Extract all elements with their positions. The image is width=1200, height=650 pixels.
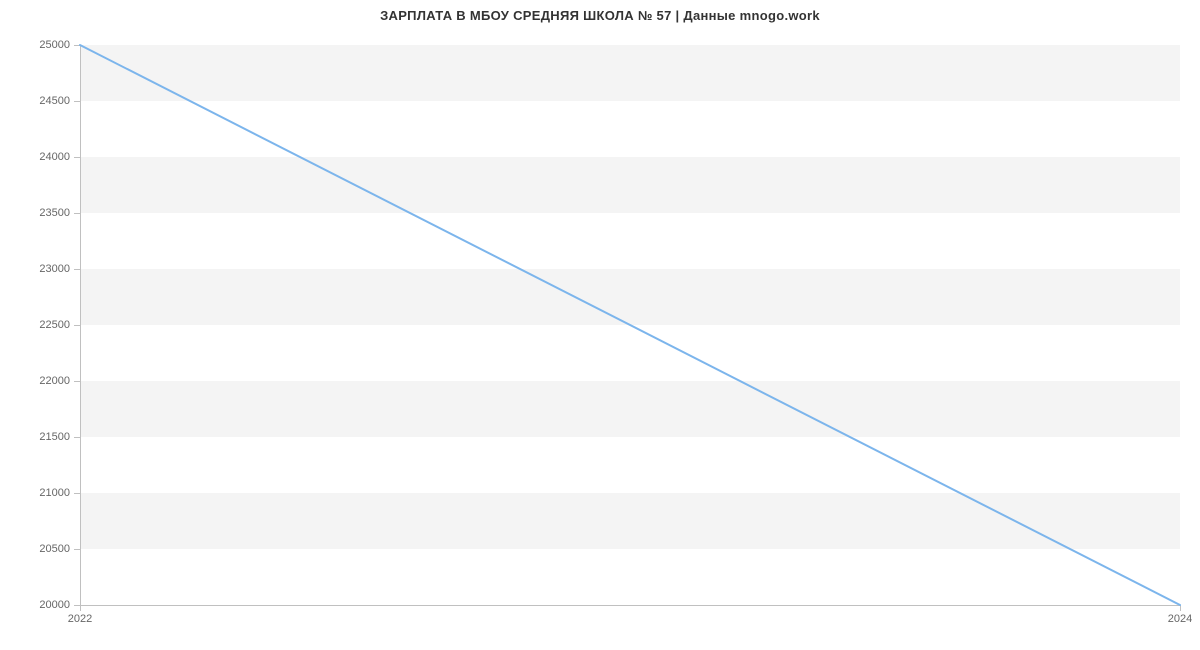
chart-title: ЗАРПЛАТА В МБОУ СРЕДНЯЯ ШКОЛА № 57 | Дан…: [0, 8, 1200, 23]
plot-area: 2000020500210002150022000225002300023500…: [80, 45, 1180, 605]
series-layer: [80, 45, 1180, 605]
x-tick-label: 2024: [1168, 605, 1192, 625]
y-tick-label: 20500: [39, 543, 80, 555]
x-tick-label: 2022: [68, 605, 92, 625]
y-tick-label: 23000: [39, 263, 80, 275]
y-tick-label: 25000: [39, 39, 80, 51]
y-tick-label: 22000: [39, 375, 80, 387]
y-tick-label: 23500: [39, 207, 80, 219]
x-axis-line: [80, 605, 1180, 606]
y-tick-label: 21500: [39, 431, 80, 443]
y-tick-label: 21000: [39, 487, 80, 499]
y-tick-label: 24500: [39, 95, 80, 107]
series-line-salary: [80, 45, 1180, 605]
y-tick-label: 24000: [39, 151, 80, 163]
y-tick-label: 22500: [39, 319, 80, 331]
salary-chart: ЗАРПЛАТА В МБОУ СРЕДНЯЯ ШКОЛА № 57 | Дан…: [0, 0, 1200, 650]
